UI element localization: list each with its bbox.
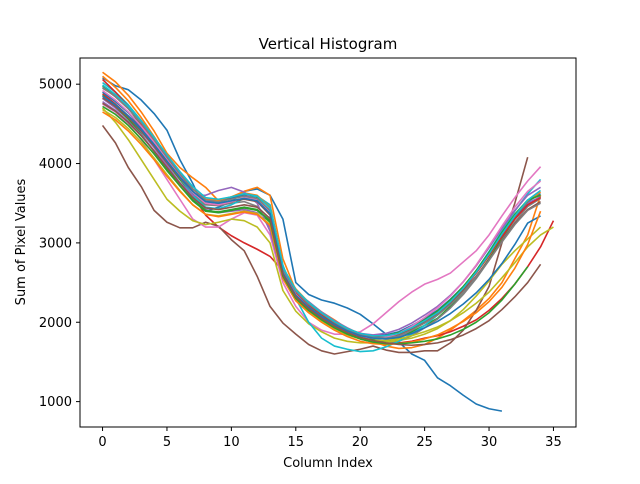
y-tick-label: 3000 xyxy=(39,236,72,251)
series-line-1 xyxy=(102,77,503,412)
x-tick-label: 30 xyxy=(481,435,498,450)
x-tick-label: 25 xyxy=(416,435,433,450)
x-tick-label: 0 xyxy=(98,435,106,450)
y-axis: 1000 2000 3000 4000 5000 xyxy=(39,78,80,410)
series-line-23 xyxy=(102,105,529,345)
x-tick-label: 15 xyxy=(288,435,305,450)
series-line-7 xyxy=(102,103,542,335)
series-line-22 xyxy=(102,111,542,346)
series-line-24 xyxy=(102,102,542,347)
x-tick-label: 20 xyxy=(352,435,369,450)
x-tick-label: 35 xyxy=(545,435,562,450)
series-layer xyxy=(101,71,555,412)
x-axis: 0 5 10 15 20 25 30 35 xyxy=(98,427,562,450)
y-tick-label: 2000 xyxy=(39,316,72,331)
x-tick-label: 10 xyxy=(223,435,240,450)
series-line-21 xyxy=(102,95,541,340)
y-tick-label: 1000 xyxy=(39,395,72,410)
y-axis-title: Sum of Pixel Values xyxy=(14,178,29,305)
chart-title: Vertical Histogram xyxy=(259,35,398,53)
series-line-20 xyxy=(102,84,542,337)
series-line-9 xyxy=(101,107,542,344)
y-tick-label: 5000 xyxy=(39,78,72,93)
x-tick-label: 5 xyxy=(163,435,171,450)
y-tick-label: 4000 xyxy=(39,157,72,172)
x-axis-title: Column Index xyxy=(283,456,373,471)
